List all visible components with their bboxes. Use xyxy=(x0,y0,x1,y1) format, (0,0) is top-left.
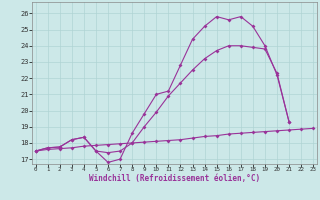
X-axis label: Windchill (Refroidissement éolien,°C): Windchill (Refroidissement éolien,°C) xyxy=(89,174,260,183)
